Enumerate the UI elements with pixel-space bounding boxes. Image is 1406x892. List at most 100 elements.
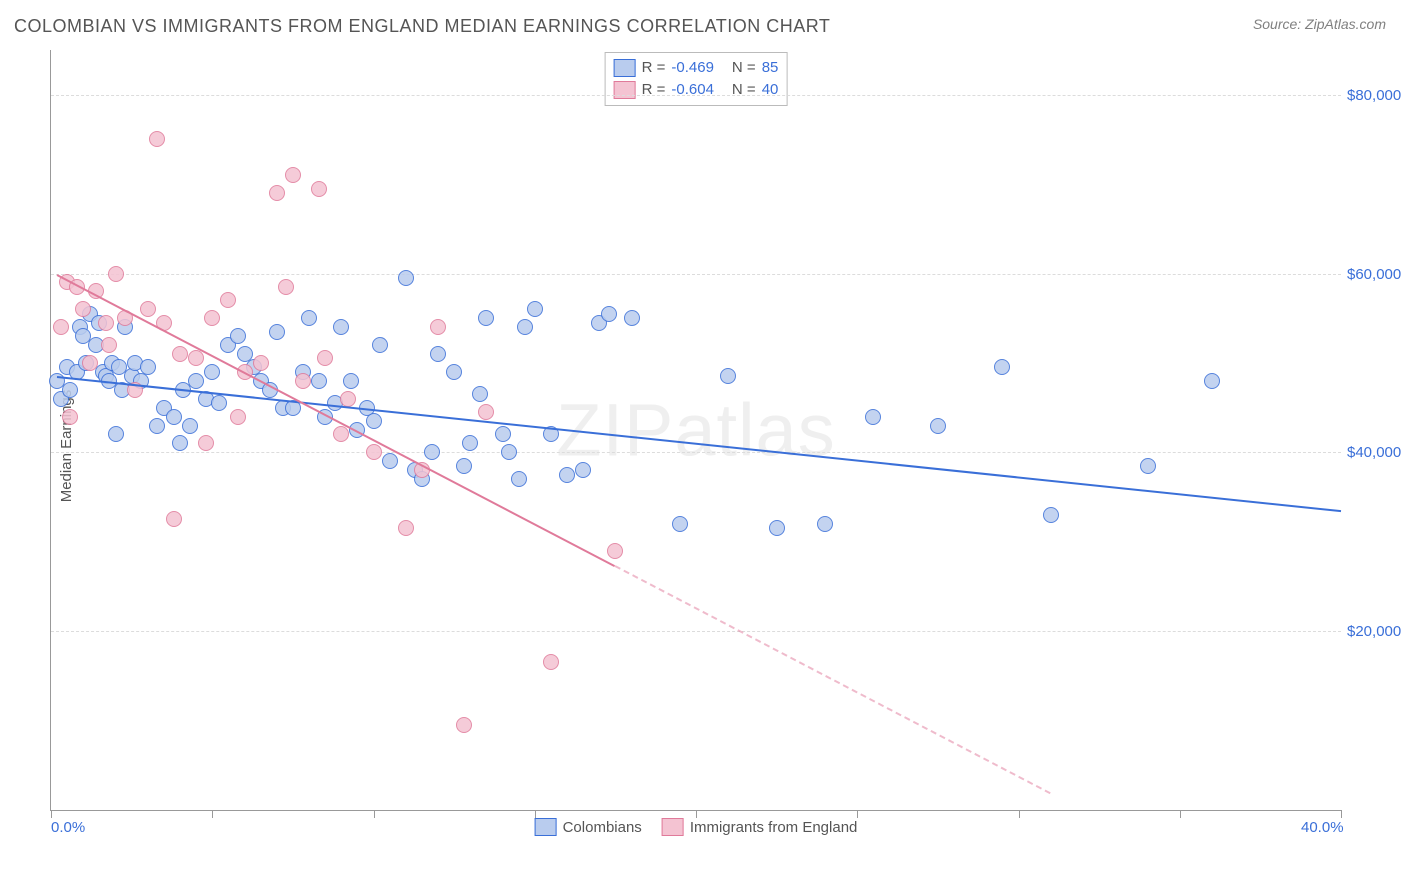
swatch-colombians (535, 818, 557, 836)
data-point-colombians (382, 453, 398, 469)
data-point-colombians (462, 435, 478, 451)
gridline (51, 274, 1341, 275)
data-point-colombians (311, 373, 327, 389)
n-value: 40 (762, 79, 779, 101)
data-point-colombians (398, 270, 414, 286)
stats-row-colombians: R = -0.469N = 85 (614, 57, 779, 79)
data-point-england (230, 409, 246, 425)
data-point-colombians (456, 458, 472, 474)
data-point-colombians (211, 395, 227, 411)
data-point-colombians (994, 359, 1010, 375)
data-point-england (62, 409, 78, 425)
data-point-colombians (343, 373, 359, 389)
data-point-england (333, 426, 349, 442)
data-point-england (340, 391, 356, 407)
data-point-colombians (501, 444, 517, 460)
data-point-colombians (140, 359, 156, 375)
data-point-england (82, 355, 98, 371)
data-point-colombians (601, 306, 617, 322)
data-point-england (101, 337, 117, 353)
data-point-colombians (865, 409, 881, 425)
series-legend: Colombians Immigrants from England (535, 818, 858, 836)
data-point-colombians (149, 418, 165, 434)
data-point-england (140, 301, 156, 317)
data-point-england (278, 279, 294, 295)
legend-item-colombians: Colombians (535, 818, 642, 836)
gridline (51, 95, 1341, 96)
x-tick (51, 810, 52, 818)
data-point-colombians (478, 310, 494, 326)
data-point-england (269, 185, 285, 201)
x-tick (857, 810, 858, 818)
data-point-colombians (769, 520, 785, 536)
data-point-colombians (517, 319, 533, 335)
x-tick-label: 40.0% (1301, 819, 1344, 836)
data-point-colombians (166, 409, 182, 425)
y-tick-label: $40,000 (1347, 444, 1406, 461)
data-point-colombians (672, 516, 688, 532)
legend-item-england: Immigrants from England (662, 818, 858, 836)
source-label: Source: ZipAtlas.com (1253, 16, 1386, 32)
data-point-england (253, 355, 269, 371)
data-point-england (204, 310, 220, 326)
data-point-colombians (446, 364, 462, 380)
data-point-england (75, 301, 91, 317)
data-point-colombians (108, 426, 124, 442)
data-point-england (607, 543, 623, 559)
swatch-england (614, 81, 636, 99)
legend-label: Colombians (563, 819, 642, 836)
data-point-colombians (1140, 458, 1156, 474)
swatch-colombians (614, 59, 636, 77)
data-point-england (317, 350, 333, 366)
data-point-colombians (430, 346, 446, 362)
data-point-england (285, 167, 301, 183)
y-tick-label: $80,000 (1347, 87, 1406, 104)
x-tick (374, 810, 375, 818)
data-point-england (166, 511, 182, 527)
stats-legend: R = -0.469N = 85R = -0.604 N = 40 (605, 52, 788, 106)
gridline (51, 631, 1341, 632)
data-point-colombians (1043, 507, 1059, 523)
data-point-colombians (204, 364, 220, 380)
watermark: ZIPatlas (556, 388, 835, 473)
n-label: N = (732, 79, 756, 101)
data-point-england (398, 520, 414, 536)
data-point-colombians (230, 328, 246, 344)
x-tick (1180, 810, 1181, 818)
n-label: N = (732, 57, 756, 79)
data-point-england (220, 292, 236, 308)
data-point-england (456, 717, 472, 733)
x-tick-label: 0.0% (51, 819, 85, 836)
data-point-england (149, 131, 165, 147)
data-point-colombians (301, 310, 317, 326)
trend-line (57, 274, 616, 567)
data-point-england (172, 346, 188, 362)
x-tick (1341, 810, 1342, 818)
data-point-england (188, 350, 204, 366)
data-point-colombians (188, 373, 204, 389)
data-point-england (311, 181, 327, 197)
data-point-colombians (269, 324, 285, 340)
plot-area: ZIPatlas R = -0.469N = 85R = -0.604 N = 4… (50, 50, 1341, 811)
r-label: R = (642, 79, 666, 101)
data-point-colombians (817, 516, 833, 532)
data-point-england (198, 435, 214, 451)
data-point-colombians (172, 435, 188, 451)
n-value: 85 (762, 57, 779, 79)
data-point-colombians (720, 368, 736, 384)
data-point-england (543, 654, 559, 670)
data-point-colombians (472, 386, 488, 402)
data-point-colombians (333, 319, 349, 335)
data-point-colombians (930, 418, 946, 434)
data-point-colombians (624, 310, 640, 326)
y-tick-label: $20,000 (1347, 623, 1406, 640)
data-point-england (108, 266, 124, 282)
legend-label: Immigrants from England (690, 819, 858, 836)
data-point-colombians (527, 301, 543, 317)
r-label: R = (642, 57, 666, 79)
x-tick (696, 810, 697, 818)
data-point-colombians (575, 462, 591, 478)
x-tick (212, 810, 213, 818)
r-value: -0.604 (671, 79, 714, 101)
data-point-colombians (495, 426, 511, 442)
